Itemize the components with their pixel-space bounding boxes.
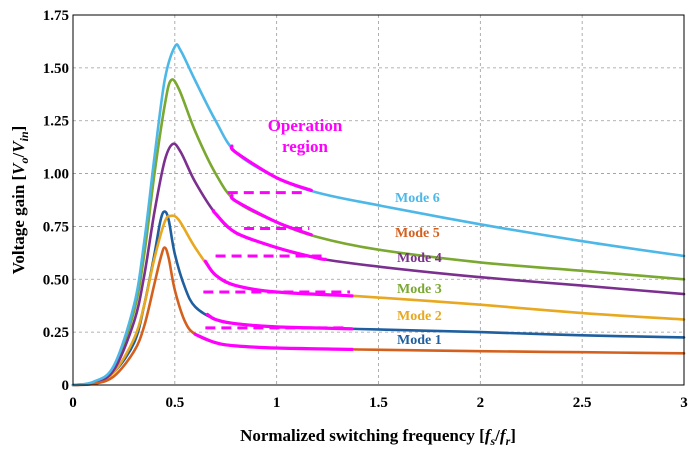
y-tick-label: 0	[62, 378, 70, 394]
mode-2-operation-segment	[203, 259, 354, 298]
mode-4-label: Mode 4	[397, 251, 442, 266]
mode-3-line	[71, 78, 686, 387]
x-tick-label: 2	[477, 395, 485, 411]
mode-1-line	[71, 210, 686, 387]
mode-5-line	[71, 246, 686, 387]
x-tick-label: 3	[680, 395, 688, 411]
y-axis-title: Voltage gain [Vo/Vin]	[9, 126, 31, 275]
x-tick-label: 0.5	[165, 395, 184, 411]
mode-6-line	[71, 43, 686, 387]
mode-2-label: Mode 2	[397, 309, 442, 324]
y-tick-label: 1.50	[43, 61, 69, 77]
mode-3-label: Mode 3	[397, 282, 442, 297]
operation-region-label-line1: Operation	[268, 116, 343, 135]
y-tick-label: 0.50	[43, 272, 69, 288]
plot-frame	[72, 14, 685, 386]
series-lines	[71, 43, 686, 387]
y-tick-label: 1.25	[43, 114, 69, 130]
mode-4-operation-segment	[211, 209, 328, 261]
x-axis-title: Normalized switching frequency [fs/fr]	[240, 426, 516, 448]
mode-labels: Mode 6 Mode 5 Mode 4 Mode 3 Mode 2 Mode 1	[395, 191, 442, 348]
mode-2-line	[71, 214, 686, 387]
mode-5-label: Mode 5	[395, 226, 440, 241]
operation-region-label-line2: region	[282, 137, 329, 156]
mode-5-operation-segment	[193, 332, 354, 351]
y-tick-label: 1.75	[43, 8, 69, 24]
mode-4-line	[71, 142, 686, 387]
grid	[73, 15, 684, 385]
x-tick-label: 1.5	[369, 395, 388, 411]
x-tick-label: 2.5	[573, 395, 592, 411]
operation-region-lines	[193, 144, 354, 351]
tick-labels: 0 0.5 1 1.5 2 2.5 3 0 0.25 0.50 0.75 1.00 1.25 1.50 1.…	[43, 8, 688, 411]
y-tick-label: 0.75	[43, 219, 69, 235]
x-tick-label: 0	[69, 395, 77, 411]
y-tick-label: 1.00	[43, 167, 69, 183]
mode-1-label: Mode 1	[397, 333, 442, 348]
mode-6-label: Mode 6	[395, 191, 440, 206]
x-tick-label: 1	[273, 395, 281, 411]
mode-6-operation-segment	[229, 144, 313, 192]
y-tick-label: 0.25	[43, 325, 69, 341]
